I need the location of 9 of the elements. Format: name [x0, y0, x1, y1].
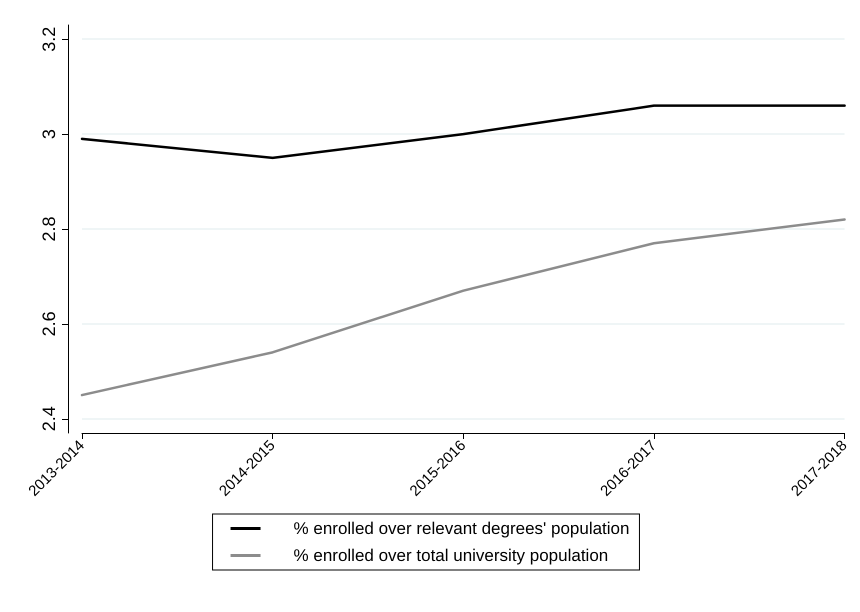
y-tick-label: 3 [39, 129, 59, 140]
y-tick-label: 2.4 [39, 406, 59, 432]
legend-label: % enrolled over relevant degrees' population [294, 519, 630, 538]
y-tick-label: 2.6 [39, 311, 59, 336]
line-series [80, 104, 846, 160]
legend-label: % enrolled over total university population [294, 546, 608, 565]
line-series [80, 218, 846, 396]
y-tick-label: 2.8 [39, 216, 59, 242]
y-tick-label: 3.2 [39, 26, 59, 52]
